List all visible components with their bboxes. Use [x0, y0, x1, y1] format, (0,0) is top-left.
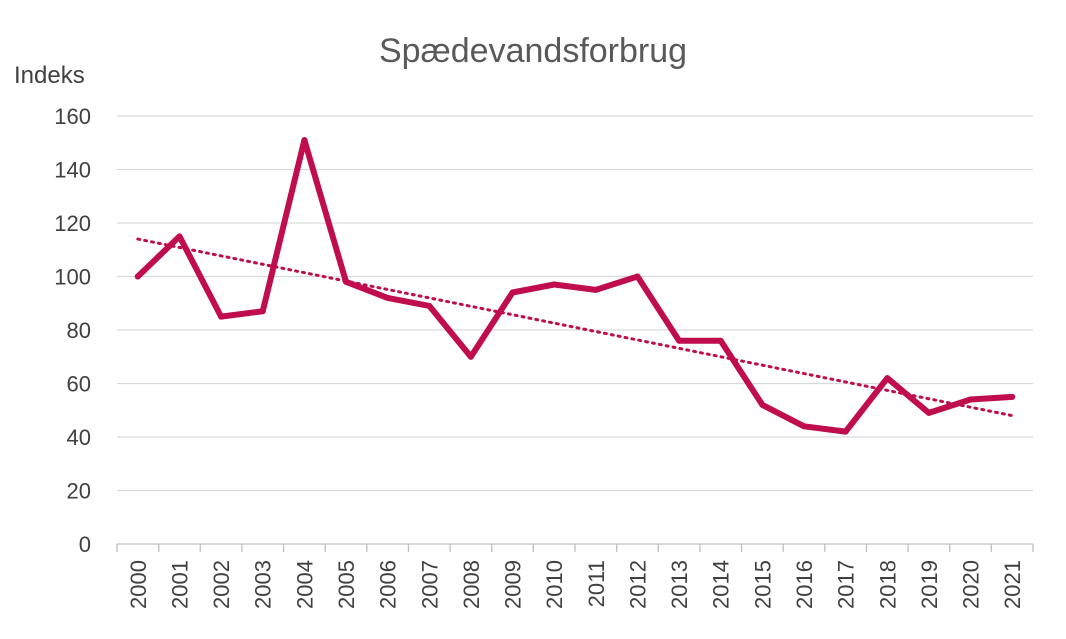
- trendline-line: [136, 237, 1014, 418]
- x-tick-label: 2019: [917, 560, 942, 609]
- x-tick-label: 2013: [667, 560, 692, 609]
- data-point: [842, 428, 849, 435]
- data-point: [1009, 393, 1016, 400]
- x-tick-labels: 2000 2001 2002 2003 2004 2005 2006 2007 2008 2009…: [126, 560, 1025, 609]
- series-line-0: [134, 137, 1016, 435]
- x-tick-label: 2015: [750, 560, 775, 609]
- data-point: [467, 353, 474, 360]
- x-tick-label: 2000: [126, 560, 151, 609]
- y-tick-label: 140: [54, 158, 91, 183]
- data-point: [759, 401, 766, 408]
- y-tick-label: 120: [54, 211, 91, 236]
- x-tick-label: 2020: [959, 560, 984, 609]
- data-point: [134, 273, 141, 280]
- data-point: [801, 423, 807, 430]
- trendline: [136, 237, 1014, 418]
- data-point: [509, 289, 516, 296]
- y-tick-label: 40: [67, 425, 91, 450]
- data-point: [218, 313, 225, 320]
- data-point: [176, 233, 183, 240]
- y-tick-label: 100: [54, 265, 91, 290]
- x-tick-label: 2009: [501, 560, 526, 609]
- data-point: [634, 273, 641, 280]
- y-tick-label: 20: [67, 479, 91, 504]
- data-point: [301, 137, 308, 144]
- data-point: [967, 396, 974, 403]
- grid-lines: [117, 115, 1033, 492]
- data-point: [343, 278, 349, 285]
- chart-title: Spædevandsforbrug: [379, 32, 687, 70]
- data-point: [426, 302, 433, 309]
- x-tick-label: 2007: [417, 560, 442, 609]
- x-tick-label: 2012: [625, 560, 650, 609]
- data-point: [259, 308, 266, 315]
- x-tick-label: 2010: [542, 560, 567, 609]
- data-point: [884, 375, 891, 382]
- x-tick-label: 2002: [209, 560, 234, 609]
- x-axis: [116, 543, 1034, 552]
- x-tick-label: 2003: [251, 560, 276, 609]
- data-point: [676, 337, 683, 344]
- x-tick-label: 2005: [334, 560, 359, 609]
- x-tick-label: 2011: [584, 560, 609, 607]
- x-tick-label: 2008: [459, 560, 484, 609]
- x-tick-label: 2017: [834, 560, 859, 609]
- y-tick-label: 0: [79, 532, 91, 557]
- x-tick-label: 2018: [875, 560, 900, 609]
- data-point: [717, 337, 724, 344]
- data-point: [384, 294, 391, 301]
- x-tick-label: 2021: [1000, 560, 1025, 609]
- data-point: [925, 409, 932, 416]
- x-tick-label: 2006: [376, 560, 401, 609]
- y-tick-label: 60: [67, 372, 91, 397]
- y-tick-label: 80: [67, 318, 91, 343]
- data-point: [551, 281, 558, 288]
- y-tick-label: 160: [54, 104, 91, 129]
- y-axis-label: Indeks: [14, 62, 85, 89]
- y-tick-labels: 0 20 40 60 80 100 120 140 160: [54, 104, 91, 557]
- x-tick-label: 2004: [292, 560, 317, 609]
- x-tick-label: 2014: [709, 560, 734, 609]
- x-tick-label: 2016: [792, 560, 817, 609]
- x-tick-label: 2001: [167, 560, 192, 609]
- series-group: [134, 137, 1016, 435]
- data-point: [592, 286, 599, 293]
